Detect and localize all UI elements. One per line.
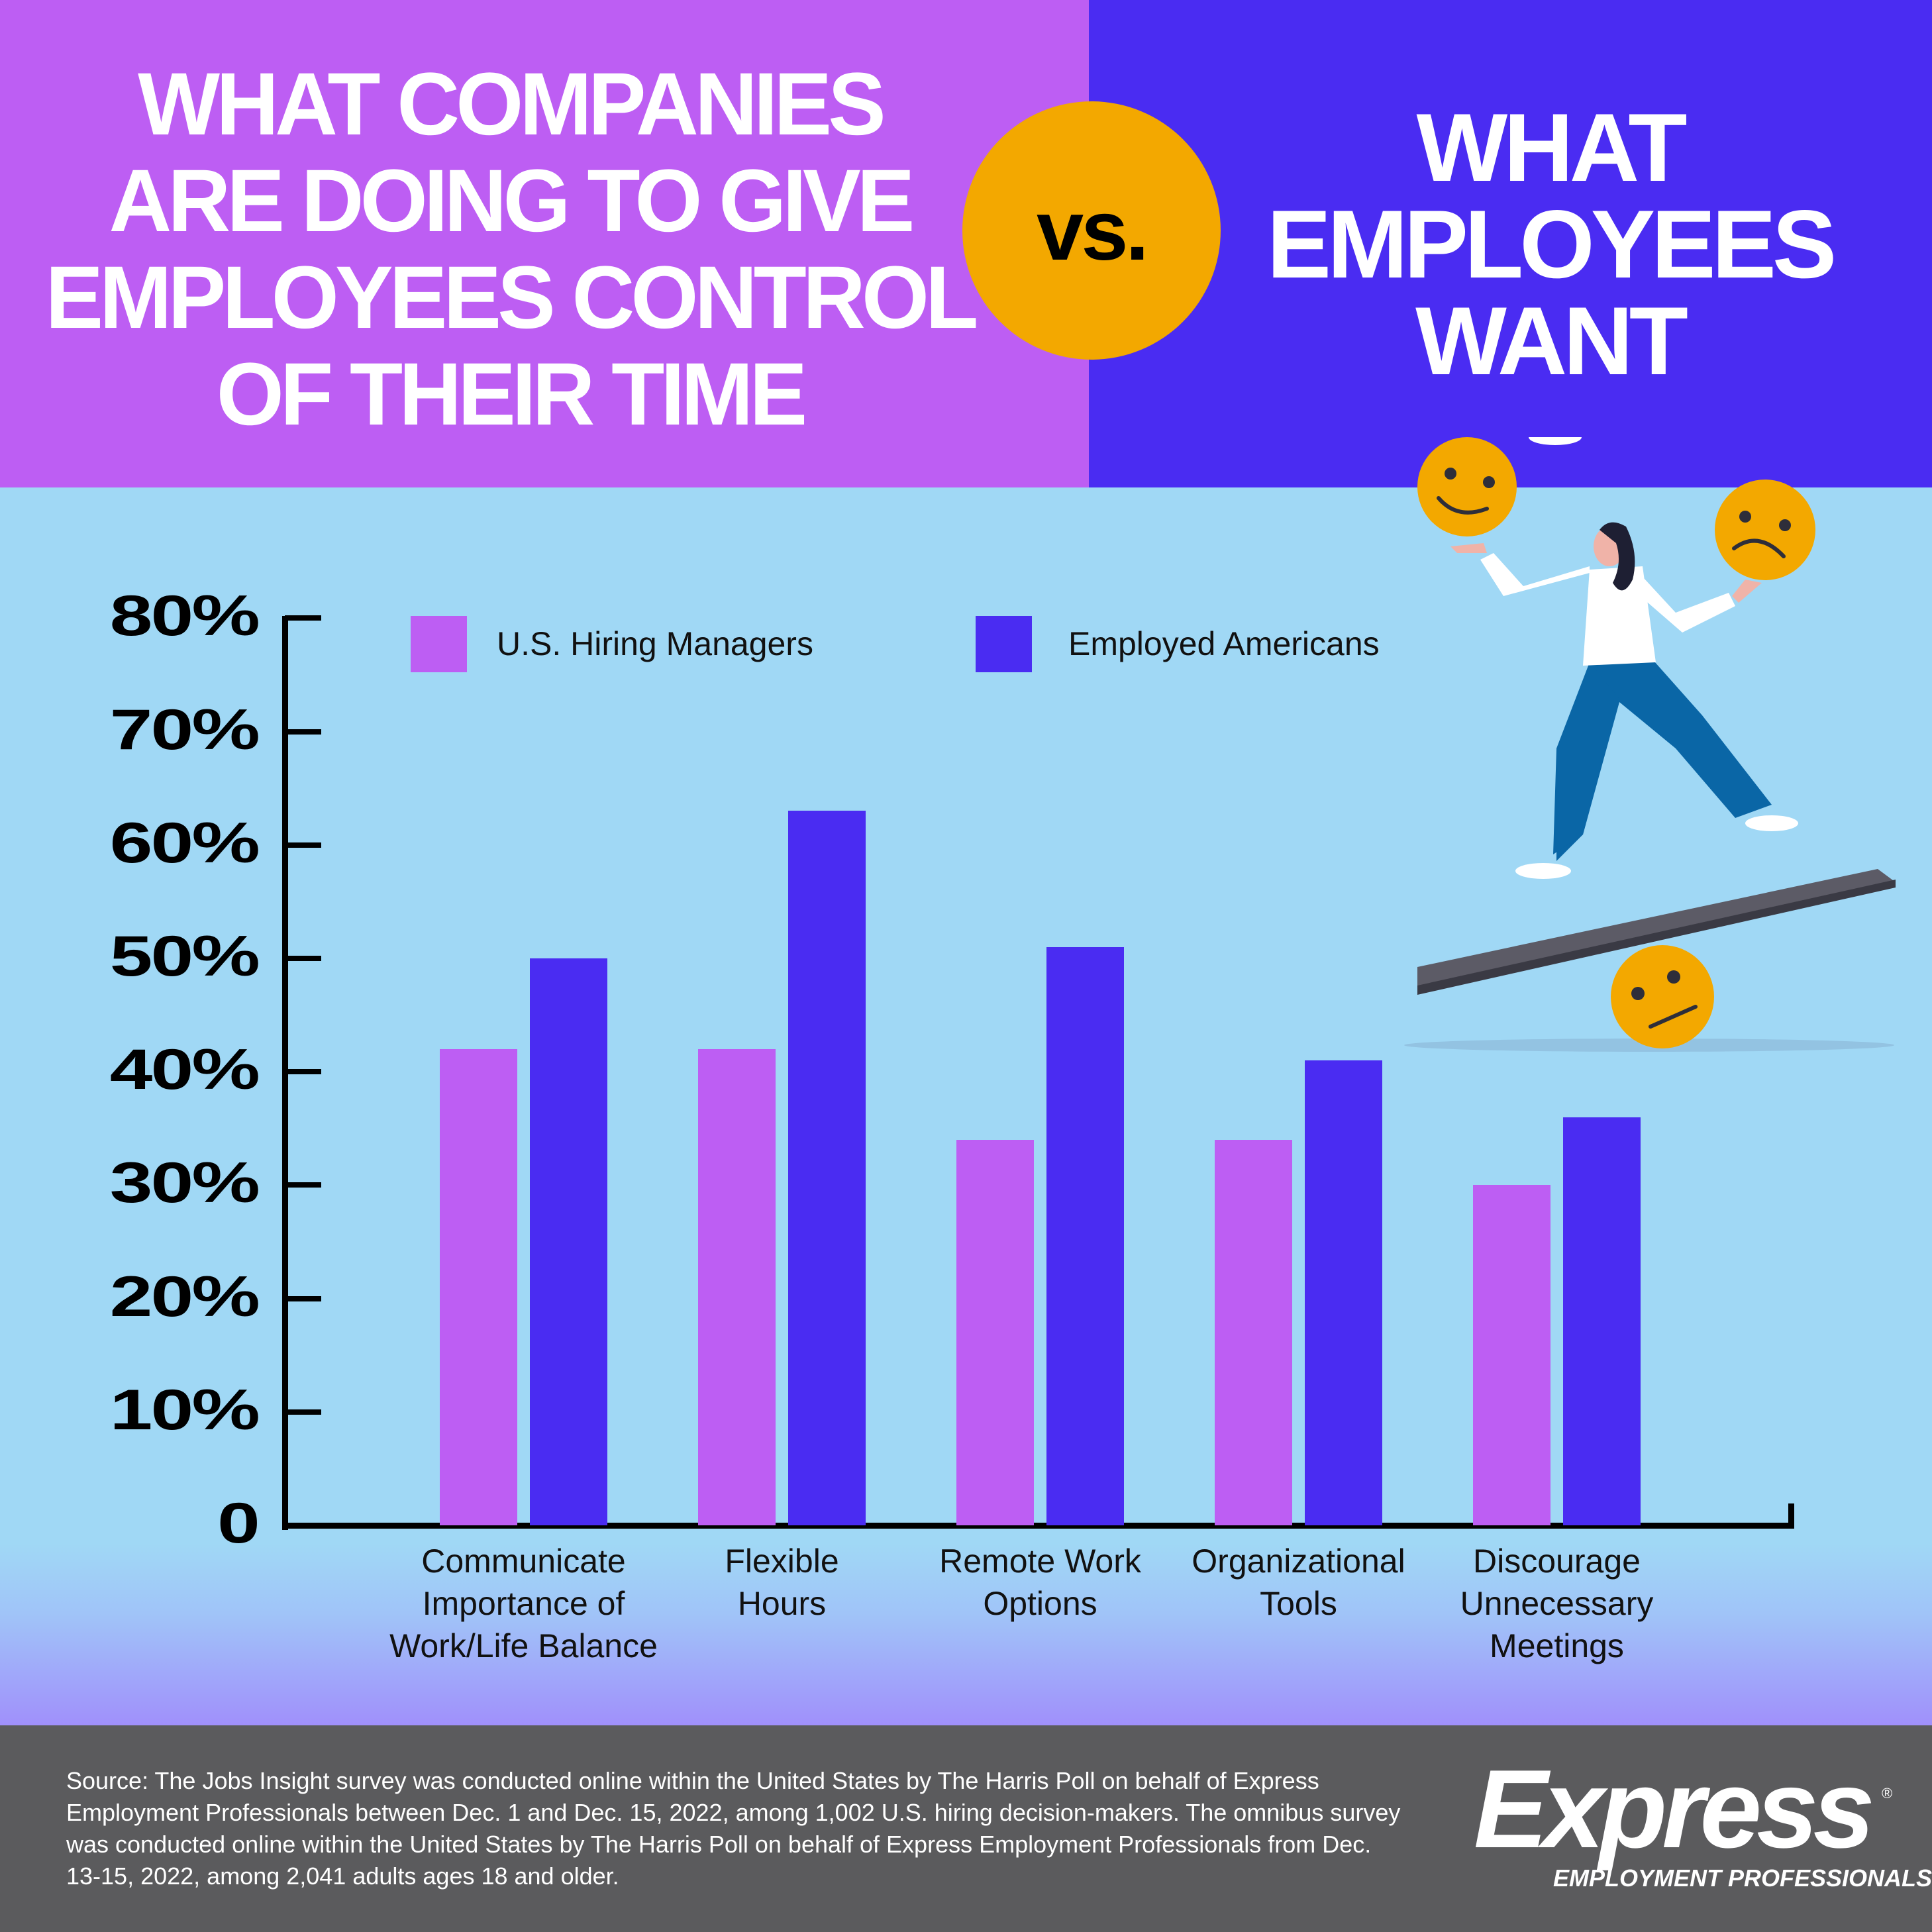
y-tick-label: 60% bbox=[109, 811, 260, 875]
legend-label-hiring-managers: U.S. Hiring Managers bbox=[497, 625, 813, 662]
bar-hiring-managers bbox=[1215, 1139, 1292, 1525]
x-category-label: Remote Work Options bbox=[939, 1543, 1141, 1622]
y-tick-label: 50% bbox=[109, 925, 260, 988]
y-tick-mark bbox=[285, 1409, 321, 1415]
bar-employed-americans bbox=[1305, 1060, 1382, 1525]
x-category-label: Organizational Tools bbox=[1192, 1543, 1405, 1622]
y-tick-mark bbox=[285, 842, 321, 848]
smiling-face-icon bbox=[1417, 437, 1517, 536]
y-tick-mark bbox=[285, 1182, 321, 1188]
bar-hiring-managers bbox=[440, 1048, 517, 1525]
footer bbox=[0, 1725, 1932, 1932]
y-tick-label: 30% bbox=[109, 1151, 260, 1215]
left-title: WHAT COMPANIES ARE DOING TO GIVE EMPLOYE… bbox=[45, 55, 978, 444]
bar-employed-americans bbox=[530, 958, 607, 1525]
y-tick-mark bbox=[285, 1296, 321, 1301]
bar-hiring-managers bbox=[1473, 1185, 1551, 1525]
bar-hiring-managers bbox=[698, 1048, 776, 1525]
x-category-label: Flexible Hours bbox=[725, 1543, 839, 1622]
registered-mark: ® bbox=[1882, 1785, 1893, 1802]
legend-swatch-employed-americans bbox=[976, 616, 1032, 672]
x-category-label: Communicate Importance of Work/Life Bala… bbox=[389, 1543, 658, 1664]
y-tick-mark bbox=[285, 956, 321, 961]
header-right-panel bbox=[1089, 0, 1932, 487]
x-category-label: Discourage Unnecessary Meetings bbox=[1460, 1543, 1654, 1664]
y-tick-label: 70% bbox=[109, 697, 260, 762]
bar-employed-americans bbox=[1046, 946, 1124, 1525]
logo-subtitle: EMPLOYMENT PROFESSIONALS bbox=[1553, 1864, 1932, 1892]
bar-hiring-managers bbox=[956, 1139, 1034, 1525]
y-tick-label: 10% bbox=[109, 1378, 260, 1442]
y-tick-label: 20% bbox=[109, 1264, 260, 1329]
y-tick-mark bbox=[285, 729, 321, 735]
legend-swatch-hiring-managers bbox=[411, 616, 467, 672]
y-tick-mark bbox=[285, 615, 321, 621]
y-tick-mark bbox=[285, 1069, 321, 1075]
vs-badge: vs. bbox=[962, 101, 1221, 360]
y-tick-label: 0 bbox=[217, 1492, 260, 1555]
y-tick-label: 80% bbox=[109, 584, 260, 648]
x-axis-end-tick bbox=[1788, 1503, 1794, 1529]
express-logo: Express ® EMPLOYMENT PROFESSIONALS bbox=[1474, 1747, 1932, 1898]
right-title: WHAT EMPLOYEES WANT bbox=[1266, 93, 1837, 395]
neutral-face-icon bbox=[1611, 945, 1714, 1048]
source-text: Source: The Jobs Insight survey was cond… bbox=[66, 1767, 1401, 1890]
frowning-face-icon bbox=[1715, 480, 1815, 580]
balance-illustration bbox=[1404, 437, 1896, 1052]
header-left-panel bbox=[0, 0, 1089, 487]
x-axis bbox=[282, 1523, 1794, 1529]
logo-wordmark: Express bbox=[1474, 1747, 1875, 1871]
legend-label-employed-americans: Employed Americans bbox=[1068, 625, 1380, 662]
bar-employed-americans bbox=[788, 811, 866, 1525]
y-tick-label: 40% bbox=[109, 1038, 260, 1102]
vs-label: vs. bbox=[1037, 183, 1149, 278]
bar-employed-americans bbox=[1563, 1117, 1641, 1525]
